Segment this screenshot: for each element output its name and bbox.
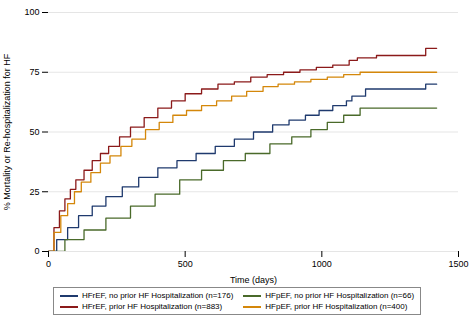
- svg-text:0: 0: [46, 259, 51, 269]
- html-text:HFrEF, prior HF Hospitalizatio: HFrEF, prior HF Hospitalization (n=883): [81, 302, 223, 311]
- svg-text:0: 0: [34, 246, 39, 256]
- html-text:HFpEF, prior HF Hospitalizatio: HFpEF, prior HF Hospitalization (n=400): [265, 302, 408, 311]
- svg-text:% Mortality or Re-hospitalizat: % Mortality or Re-hospitalization for HF: [2, 53, 12, 210]
- svg-text:100: 100: [24, 7, 39, 17]
- svg-text:25: 25: [29, 187, 39, 197]
- svg-text:75: 75: [29, 67, 39, 77]
- svg-text:50: 50: [29, 127, 39, 137]
- html-text:HFpEF, no prior HF Hospitaliza: HFpEF, no prior HF Hospitalization (n=66…: [265, 291, 415, 300]
- html-text:HFrEF, no prior HF Hospitaliza: HFrEF, no prior HF Hospitalization (n=17…: [81, 291, 234, 300]
- svg-text:Time (days): Time (days): [230, 275, 277, 285]
- svg-text:500: 500: [178, 259, 193, 269]
- svg-text:1000: 1000: [312, 259, 332, 269]
- svg-text:1500: 1500: [448, 259, 468, 269]
